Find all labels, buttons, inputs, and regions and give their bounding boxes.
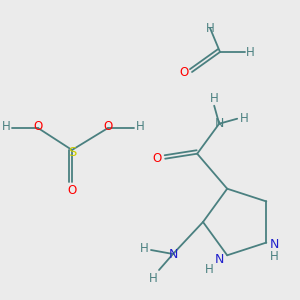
Text: H: H (210, 92, 219, 105)
Text: N: N (168, 248, 178, 260)
Text: O: O (33, 119, 43, 133)
Text: O: O (153, 152, 162, 165)
Text: H: H (136, 119, 144, 133)
Text: N: N (214, 253, 224, 266)
Text: H: H (148, 272, 158, 284)
Text: S: S (68, 146, 76, 158)
Text: O: O (103, 119, 112, 133)
Text: O: O (179, 65, 189, 79)
Text: H: H (240, 112, 249, 125)
Text: N: N (270, 238, 279, 251)
Text: H: H (246, 46, 254, 59)
Text: H: H (205, 263, 214, 276)
Text: H: H (2, 119, 10, 133)
Text: O: O (68, 184, 76, 196)
Text: N: N (214, 117, 224, 130)
Text: H: H (206, 22, 214, 34)
Text: H: H (270, 250, 279, 263)
Text: H: H (140, 242, 148, 254)
